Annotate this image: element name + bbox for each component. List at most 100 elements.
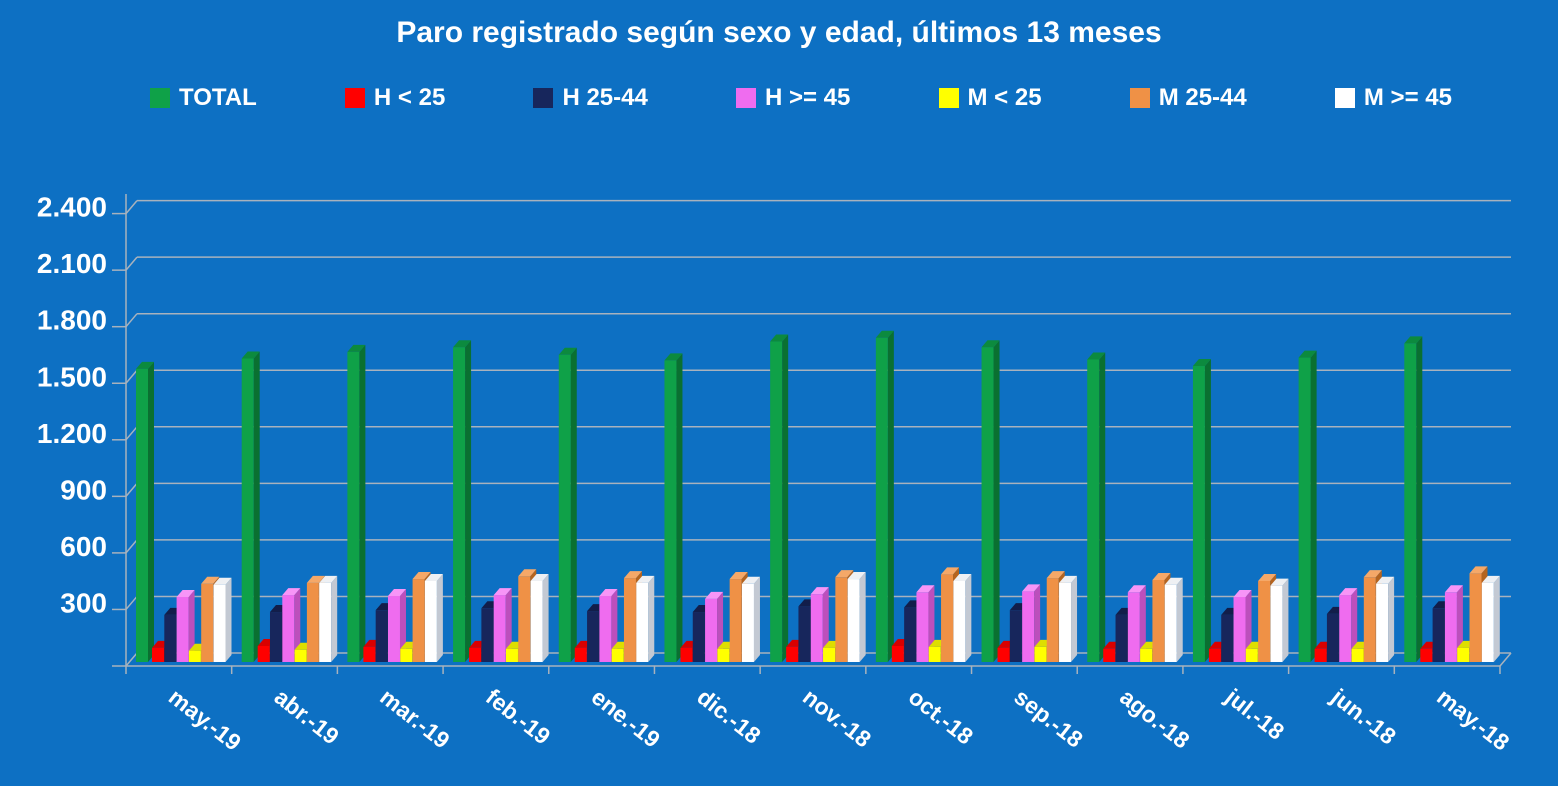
bar-m-25-44-mar-19-front xyxy=(412,579,425,662)
legend-label-m-45: M >= 45 xyxy=(1363,84,1452,111)
x-axis-label-nov-18: nov.-18 xyxy=(798,683,876,752)
bar-m-25-abr-19-front xyxy=(294,649,307,662)
bar-h-45-sep-18-top xyxy=(1022,584,1041,592)
bar-h-25-44-jul-18-front xyxy=(1221,614,1234,662)
bar-h-45-ene-19-front xyxy=(599,596,612,662)
x-axis-label-oct-18: oct.-18 xyxy=(904,683,979,749)
bar-total-ene-19-top xyxy=(558,347,577,355)
bar-total-mar-19-side xyxy=(359,344,366,662)
bar-total-abr-19-side xyxy=(253,351,260,662)
bar-m-45-nov-18-side xyxy=(859,572,866,662)
bar-total-mar-19-front xyxy=(347,351,360,662)
bar-m-25-44-feb-19-top xyxy=(518,569,537,577)
legend-label-m-25-44: M 25-44 xyxy=(1158,84,1247,111)
bar-h-45-mar-19-side xyxy=(399,589,406,662)
legend-swatch-m-25 xyxy=(938,88,959,108)
y-axis-label-900: 900 xyxy=(60,474,107,505)
bar-m-25-44-abr-19-top xyxy=(306,575,325,583)
bar-m-25-44-nov-18-top xyxy=(835,570,854,578)
chart-title: Paro registrado según sexo y edad, últim… xyxy=(396,16,1162,49)
bar-total-ene-19-front xyxy=(558,354,571,662)
bar-m-45-feb-19-side xyxy=(542,573,549,662)
bar-h-45-ago-18-front xyxy=(1127,592,1140,662)
bar-h-25-44-ago-18-front xyxy=(1115,614,1128,662)
bar-m-45-may-18-side xyxy=(1493,575,1500,662)
bar-m-45-jun-18-side xyxy=(1388,576,1395,662)
bar-h-25-44-may-18-front xyxy=(1432,608,1445,662)
legend-item-m-45: M >= 45 xyxy=(1334,84,1452,111)
bar-h-25-may-19-front xyxy=(152,647,164,662)
bar-m-45-ene-19-front xyxy=(636,582,649,662)
bar-m-45-dic-18-top xyxy=(741,576,760,584)
bar-m-25-dic-18-front xyxy=(717,648,730,662)
bar-h-25-jul-18-front xyxy=(1208,648,1221,662)
bar-m-45-oct-18-front xyxy=(953,580,966,662)
y-axis-label-2.100: 2.100 xyxy=(37,248,107,279)
bar-total-may-19-top xyxy=(136,361,154,369)
bar-h-45-mar-19-front xyxy=(387,596,400,662)
bar-h-25-44-abr-19-front xyxy=(269,612,282,662)
floor-right-edge xyxy=(1499,652,1512,667)
bar-m-45-mar-19-side xyxy=(436,573,443,662)
bar-m-45-ago-18-top xyxy=(1164,577,1183,585)
bar-h-45-abr-19-front xyxy=(282,595,295,662)
legend-item-h-25-44: H 25-44 xyxy=(533,86,648,110)
bar-h-45-feb-19-front xyxy=(493,595,506,662)
bar-m-25-44-sep-18-top xyxy=(1046,571,1065,579)
bar-h-25-44-oct-18-front xyxy=(904,607,917,662)
y-tick-connector-600 xyxy=(125,539,138,554)
bar-h-25-sep-18-front xyxy=(997,647,1010,662)
bar-m-45-nov-18-top xyxy=(847,572,866,580)
bar-m-25-may-18-front xyxy=(1457,647,1470,662)
legend-swatch-h-25 xyxy=(344,88,365,108)
bar-m-45-may-18-top xyxy=(1481,575,1500,583)
bar-total-jul-18-front xyxy=(1192,366,1205,662)
bar-m-45-oct-18-side xyxy=(965,573,972,662)
legend-item-total: TOTAL xyxy=(150,86,257,110)
bar-total-nov-18-side xyxy=(782,334,789,662)
bar-m-45-abr-19-front xyxy=(319,582,332,662)
bar-h-45-oct-18-front xyxy=(916,592,929,662)
x-axis-label-feb-19: feb.-19 xyxy=(481,683,555,749)
x-axis-label-ago-18: ago.-18 xyxy=(1115,683,1195,753)
y-axis-label-1.800: 1.800 xyxy=(37,305,107,336)
y-tick-connector-0 xyxy=(125,652,138,667)
y-tick-connector-1200 xyxy=(125,426,138,441)
bar-h-45-oct-18-top xyxy=(916,585,935,593)
bar-h-25-ene-19-front xyxy=(574,647,587,662)
bar-total-feb-19-top xyxy=(453,340,472,348)
legend-item-h-25: H < 25 xyxy=(344,86,445,110)
bar-total-jul-18-side xyxy=(1204,359,1211,662)
bar-m-45-ago-18-front xyxy=(1164,584,1177,662)
legend-item-m-25: M < 25 xyxy=(938,86,1042,110)
bar-total-mar-19-top xyxy=(347,344,366,352)
bar-total-may-19-side xyxy=(148,361,154,662)
bar-h-45-feb-19-top xyxy=(493,588,512,596)
bar-h-45-abr-19-top xyxy=(282,588,301,596)
bar-m-25-44-nov-18-front xyxy=(835,577,848,662)
bar-m-25-44-may-18-top xyxy=(1469,566,1488,574)
bar-m-45-jul-18-top xyxy=(1270,578,1289,586)
bar-m-45-ene-19-top xyxy=(636,575,655,583)
bar-m-25-44-oct-18-top xyxy=(941,567,960,575)
bar-h-25-44-feb-19-front xyxy=(481,608,494,662)
bar-h-25-44-mar-19-front xyxy=(375,610,388,662)
x-axis-label-dic-18: dic.-18 xyxy=(692,683,766,748)
bar-h-25-mar-19-front xyxy=(363,646,376,662)
bar-h-25-nov-18-front xyxy=(786,646,799,662)
y-axis-label-600: 600 xyxy=(60,531,107,562)
y-axis-label-1.200: 1.200 xyxy=(37,418,107,449)
bar-total-may-18-top xyxy=(1404,336,1423,344)
legend-swatch-m-25-44 xyxy=(1129,88,1150,108)
bar-total-jun-18-top xyxy=(1298,350,1317,358)
bar-m-45-jun-18-front xyxy=(1376,583,1389,662)
y-tick-connector-2100 xyxy=(125,256,138,271)
bar-h-45-may-18-side xyxy=(1456,585,1463,662)
x-axis-label-may-18: may.-18 xyxy=(1432,683,1514,755)
bar-total-jun-18-side xyxy=(1310,350,1317,662)
bar-total-dic-18-front xyxy=(664,360,677,662)
bar-h-45-may-19-side xyxy=(188,589,195,662)
bar-m-45-feb-19-front xyxy=(530,580,543,662)
bar-m-45-jun-18-top xyxy=(1376,576,1395,584)
